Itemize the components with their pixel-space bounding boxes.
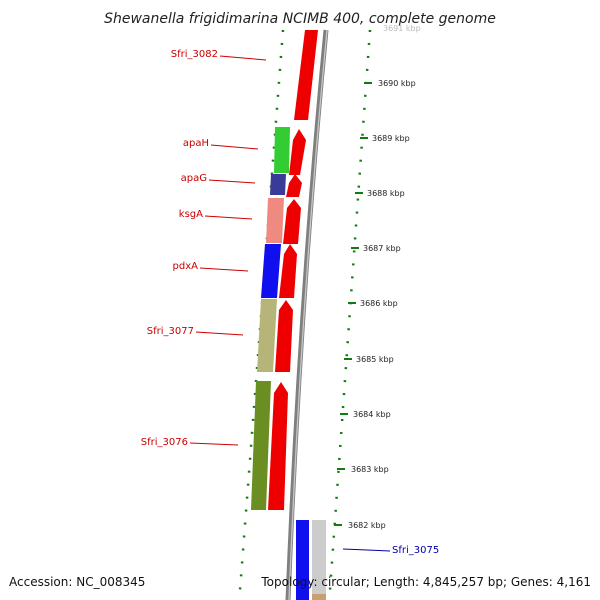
kbp-label: 3691 kbp <box>383 24 421 33</box>
leader-line <box>342 548 391 552</box>
map-title: Shewanella frigidimarina NCIMB 400, comp… <box>104 11 496 27</box>
leader-line <box>195 331 244 336</box>
kbp-scale: 3691 kbp 3690 kbp 3689 kbp 3688 kbp 3687… <box>334 24 421 530</box>
gene-block-sfri-3076 <box>251 381 271 510</box>
gene-arrow-ksga <box>283 199 301 244</box>
leader-line <box>219 55 267 61</box>
kbp-label: 3684 kbp <box>353 410 391 419</box>
gene-block-apah <box>274 127 290 173</box>
leader-line <box>189 442 239 446</box>
kbp-label: 3682 kbp <box>348 521 386 530</box>
gene-arrow-pdxa <box>279 244 297 298</box>
gene-blocks <box>251 127 326 600</box>
gene-block-pdxa <box>261 244 281 298</box>
kbp-label: 3685 kbp <box>356 355 394 364</box>
gene-arrow-sfri-3077 <box>275 300 293 372</box>
kbp-label: 3687 kbp <box>363 244 401 253</box>
gene-block-apag <box>270 174 286 195</box>
gene-label-apah[interactable]: apaH <box>183 138 209 149</box>
forward-strand-genes <box>268 30 318 510</box>
genome-backbone-highlight <box>288 29 328 600</box>
gene-labels[interactable]: Sfri_3082 apaH apaG ksgA pdxA Sfri_3077 … <box>141 49 439 556</box>
leader-line <box>208 179 256 184</box>
gene-label-pdxa[interactable]: pdxA <box>173 261 199 272</box>
gene-label-ksga[interactable]: ksgA <box>179 209 203 220</box>
kbp-label: 3683 kbp <box>351 465 389 474</box>
gene-block-sfri-3077 <box>257 299 277 372</box>
gene-block-sfri-3075-gray <box>312 520 326 600</box>
gene-arrow-sfri-3076 <box>268 382 288 510</box>
gene-block-ksga <box>266 198 284 243</box>
gene-arrow-apah <box>289 129 306 175</box>
kbp-label: 3690 kbp <box>378 79 416 88</box>
leader-line <box>210 144 259 150</box>
gene-label-sfri-3076[interactable]: Sfri_3076 <box>141 437 188 448</box>
gene-arrow-apag <box>286 174 302 197</box>
gene-label-sfri-3075[interactable]: Sfri_3075 <box>392 545 439 556</box>
gene-label-apag[interactable]: apaG <box>181 173 207 184</box>
right-dotted-guide <box>328 29 372 591</box>
gene-block-sfri-3075-tan <box>312 594 326 600</box>
gene-block-sfri-3075-blue <box>296 520 309 600</box>
kbp-label: 3688 kbp <box>367 189 405 198</box>
gene-label-sfri-3082[interactable]: Sfri_3082 <box>171 49 218 60</box>
leader-line <box>204 215 253 220</box>
topology-text: Topology: circular; Length: 4,845,257 bp… <box>260 575 591 589</box>
gene-label-sfri-3077[interactable]: Sfri_3077 <box>147 326 194 337</box>
gene-arrow-sfri-3082 <box>294 30 318 120</box>
genome-backbone <box>285 29 329 600</box>
kbp-label: 3689 kbp <box>372 134 410 143</box>
leader-line <box>199 267 249 272</box>
kbp-label: 3686 kbp <box>360 299 398 308</box>
accession-text: Accession: NC_008345 <box>9 575 145 589</box>
left-dotted-guide <box>238 29 285 591</box>
